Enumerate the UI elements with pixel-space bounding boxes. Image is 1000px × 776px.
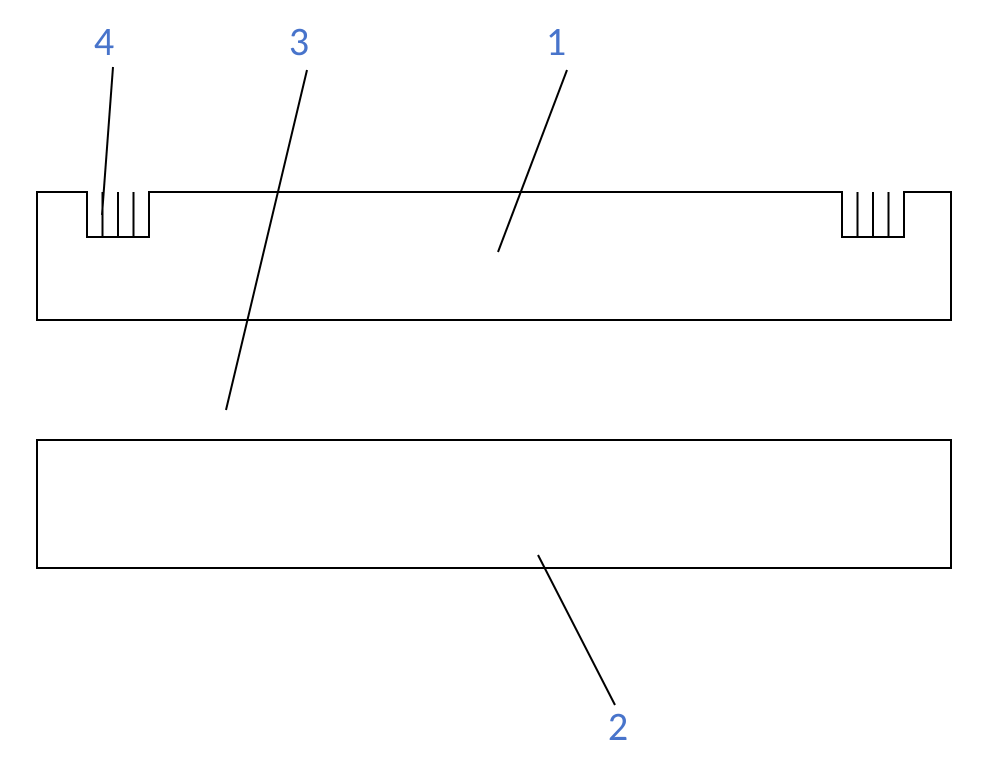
upper-body-outline	[37, 192, 951, 320]
leader-line-4	[102, 67, 113, 215]
callout-label-1: 1	[546, 17, 566, 66]
leader-line-1	[498, 70, 567, 252]
leader-line-3	[226, 70, 307, 410]
callout-label-3: 3	[289, 17, 309, 66]
leader-line-2	[538, 555, 615, 705]
callout-label-4: 4	[94, 17, 114, 66]
lower-body-outline	[37, 440, 951, 568]
callout-label-2: 2	[608, 702, 628, 751]
